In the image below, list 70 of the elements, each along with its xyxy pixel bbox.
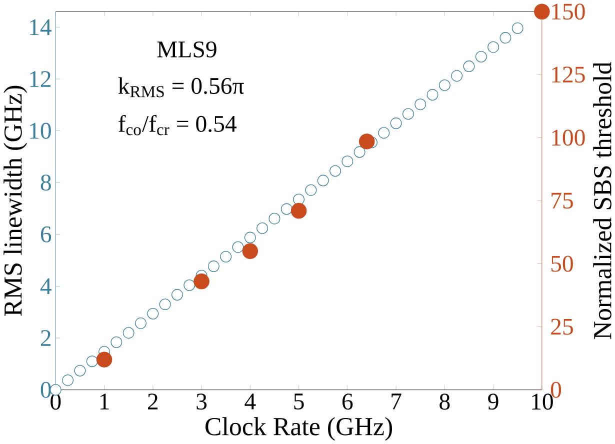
- point: [147, 308, 159, 320]
- y2-tick-label: 100: [552, 130, 585, 146]
- x-tick-label: 5: [294, 394, 304, 410]
- point: [122, 327, 134, 338]
- x-tick-label: 3: [196, 394, 207, 410]
- y2-tick-label: 50: [551, 256, 573, 272]
- y2-axis-title: Normalized SBS threshold: [593, 62, 612, 339]
- point: [171, 288, 183, 300]
- point: [62, 374, 74, 386]
- point: [74, 364, 86, 376]
- x-tick-label: 10: [532, 394, 553, 410]
- x-tick-label: 6: [342, 394, 353, 410]
- point: [342, 156, 354, 167]
- point: [451, 70, 463, 82]
- point: [220, 250, 232, 262]
- y-tick-label: 14: [30, 19, 52, 35]
- x-tick-label: 2: [148, 394, 158, 410]
- x-tick-label: 7: [392, 394, 402, 410]
- x-tick-label: 1: [100, 394, 109, 410]
- point: [242, 243, 258, 259]
- point: [110, 336, 122, 348]
- y2-tick-label: 150: [552, 3, 585, 20]
- y2-tick-label: 125: [552, 66, 585, 83]
- y-axis-title: RMS linewidth (GHz): [4, 86, 28, 316]
- point: [438, 79, 450, 91]
- point: [402, 108, 414, 120]
- point: [390, 117, 402, 129]
- y-tick-label: 4: [40, 278, 52, 294]
- point: [268, 212, 280, 224]
- point: [159, 298, 171, 310]
- point: [330, 165, 341, 177]
- y-tick-label: 2: [40, 330, 51, 346]
- annotation: k$_{RMS}$ = 0.56π: [118, 77, 244, 98]
- point: [354, 146, 366, 158]
- y-tick-label: 10: [30, 122, 51, 139]
- point: [317, 174, 329, 186]
- y-tick-label: 8: [40, 174, 51, 191]
- y2-tick-label: 25: [551, 318, 573, 335]
- annotation: MLS9: [157, 41, 216, 58]
- point: [500, 32, 512, 44]
- x-axis-title: Clock Rate (GHz): [206, 417, 392, 441]
- point: [414, 98, 426, 110]
- point: [512, 22, 524, 34]
- point: [534, 4, 550, 20]
- point: [280, 203, 292, 215]
- point: [358, 133, 375, 150]
- point: [290, 202, 307, 219]
- point: [488, 41, 500, 53]
- y2-tick-label: 0: [550, 382, 562, 398]
- point: [244, 232, 256, 244]
- point: [184, 279, 196, 291]
- point: [208, 260, 220, 272]
- point: [96, 352, 112, 368]
- point: [426, 88, 438, 100]
- point: [135, 317, 146, 329]
- point: [86, 356, 98, 367]
- point: [475, 50, 487, 62]
- point: [232, 241, 244, 253]
- x-tick-label: 9: [488, 394, 498, 410]
- point: [463, 60, 475, 72]
- y2-tick-label: 75: [552, 192, 573, 209]
- annotation: f$_{co}$/f$_{cr}$ = 0.54: [118, 114, 236, 136]
- point: [378, 127, 390, 138]
- point: [194, 273, 210, 290]
- y-tick-label: 6: [40, 226, 52, 242]
- point: [256, 222, 268, 234]
- x-tick-label: 8: [440, 394, 450, 410]
- point: [305, 184, 317, 196]
- y-tick-label: 12: [30, 70, 51, 87]
- x-tick-label: 4: [244, 394, 256, 410]
